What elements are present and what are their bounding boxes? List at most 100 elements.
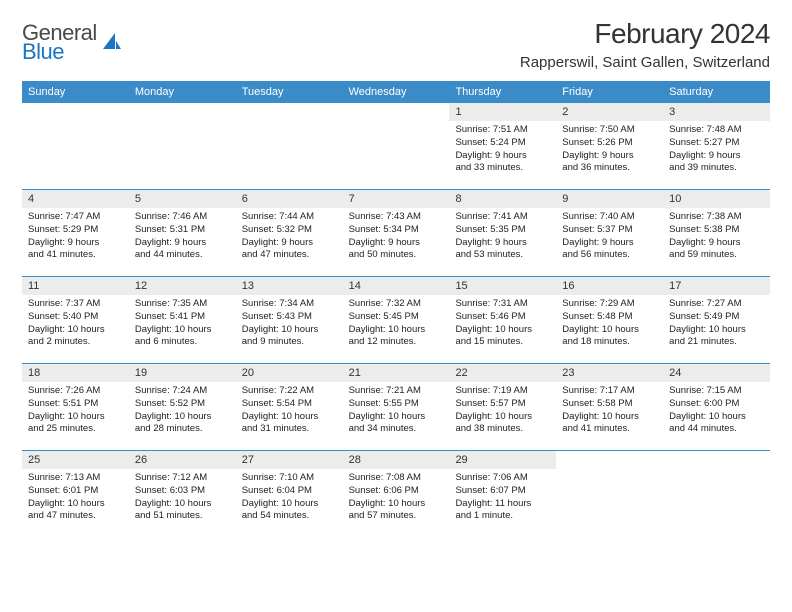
day-cell: 18Sunrise: 7:26 AMSunset: 5:51 PMDayligh…: [22, 364, 129, 450]
sunrise-line: Sunrise: 7:31 AM: [455, 298, 550, 311]
day-content: Sunrise: 7:37 AMSunset: 5:40 PMDaylight:…: [22, 295, 129, 355]
weekday-thursday: Thursday: [449, 81, 556, 103]
sunset-line: Sunset: 6:04 PM: [242, 485, 337, 498]
daylight-line2: and 15 minutes.: [455, 336, 550, 349]
day-cell: 15Sunrise: 7:31 AMSunset: 5:46 PMDayligh…: [449, 277, 556, 363]
day-content: Sunrise: 7:29 AMSunset: 5:48 PMDaylight:…: [556, 295, 663, 355]
sunset-line: Sunset: 5:43 PM: [242, 311, 337, 324]
sunrise-line: Sunrise: 7:47 AM: [28, 211, 123, 224]
daylight-line2: and 56 minutes.: [562, 249, 657, 262]
day-content: Sunrise: 7:40 AMSunset: 5:37 PMDaylight:…: [556, 208, 663, 268]
sunset-line: Sunset: 5:31 PM: [135, 224, 230, 237]
day-content: Sunrise: 7:13 AMSunset: 6:01 PMDaylight:…: [22, 469, 129, 529]
daylight-line1: Daylight: 10 hours: [28, 498, 123, 511]
day-content: Sunrise: 7:06 AMSunset: 6:07 PMDaylight:…: [449, 469, 556, 529]
sunset-line: Sunset: 5:38 PM: [669, 224, 764, 237]
sunset-line: Sunset: 5:35 PM: [455, 224, 550, 237]
day-content: Sunrise: 7:43 AMSunset: 5:34 PMDaylight:…: [343, 208, 450, 268]
day-number: 13: [236, 277, 343, 295]
day-content: Sunrise: 7:38 AMSunset: 5:38 PMDaylight:…: [663, 208, 770, 268]
sunset-line: Sunset: 6:00 PM: [669, 398, 764, 411]
day-cell: 10Sunrise: 7:38 AMSunset: 5:38 PMDayligh…: [663, 190, 770, 276]
week-row: 1 Sunrise: 7:51 AMSunset: 5:24 PM Daylight…: [22, 103, 770, 189]
day-content: Sunrise: 7:35 AMSunset: 5:41 PMDaylight:…: [129, 295, 236, 355]
day-empty: [663, 451, 770, 537]
sunset-line: Sunset: 5:24 PM: [455, 137, 550, 150]
daylight-line2: and 25 minutes.: [28, 423, 123, 436]
day-cell: 26Sunrise: 7:12 AMSunset: 6:03 PMDayligh…: [129, 451, 236, 537]
day-empty: [556, 451, 663, 537]
daylight-line2: and 47 minutes.: [28, 510, 123, 523]
daylight-line1: Daylight: 9 hours: [562, 150, 657, 163]
daylight-line1: Daylight: 10 hours: [455, 411, 550, 424]
day-number: 25: [22, 451, 129, 469]
daylight-line2: and 36 minutes.: [562, 162, 657, 175]
daylight-line2: and 6 minutes.: [135, 336, 230, 349]
day-empty: [22, 103, 129, 189]
day-number: 14: [343, 277, 450, 295]
daylight-line1: Daylight: 11 hours: [455, 498, 550, 511]
month-title: February 2024: [520, 18, 770, 50]
daylight-line1: Daylight: 10 hours: [455, 324, 550, 337]
sunset-line: Sunset: 5:27 PM: [669, 137, 764, 150]
sunrise-line: Sunrise: 7:51 AM: [455, 124, 550, 137]
day-content: Sunrise: 7:47 AMSunset: 5:29 PMDaylight:…: [22, 208, 129, 268]
daylight-line2: and 34 minutes.: [349, 423, 444, 436]
daylight-line1: Daylight: 9 hours: [28, 237, 123, 250]
title-block: February 2024 Rapperswil, Saint Gallen, …: [520, 18, 770, 71]
sunset-line: Sunset: 5:54 PM: [242, 398, 337, 411]
day-cell: 9Sunrise: 7:40 AMSunset: 5:37 PMDaylight…: [556, 190, 663, 276]
daylight-line1: Daylight: 9 hours: [242, 237, 337, 250]
daylight-line1: Daylight: 10 hours: [135, 411, 230, 424]
daylight-line1: Daylight: 10 hours: [349, 411, 444, 424]
daylight-line1: Daylight: 9 hours: [562, 237, 657, 250]
daylight-line1: Daylight: 10 hours: [242, 411, 337, 424]
day-content: Sunrise: 7:46 AMSunset: 5:31 PMDaylight:…: [129, 208, 236, 268]
daylight-line1: Daylight: 10 hours: [669, 411, 764, 424]
sunrise-line: Sunrise: 7:27 AM: [669, 298, 764, 311]
daylight-line2: and 2 minutes.: [28, 336, 123, 349]
day-cell: 27Sunrise: 7:10 AMSunset: 6:04 PMDayligh…: [236, 451, 343, 537]
daylight-line2: and 44 minutes.: [135, 249, 230, 262]
location: Rapperswil, Saint Gallen, Switzerland: [520, 54, 770, 71]
sunrise-line: Sunrise: 7:35 AM: [135, 298, 230, 311]
day-cell: 24Sunrise: 7:15 AMSunset: 6:00 PMDayligh…: [663, 364, 770, 450]
day-number: 19: [129, 364, 236, 382]
day-number: 11: [22, 277, 129, 295]
sunrise-line: Sunrise: 7:29 AM: [562, 298, 657, 311]
sunset-line: Sunset: 5:46 PM: [455, 311, 550, 324]
day-number: 29: [449, 451, 556, 469]
daylight-line1: Daylight: 10 hours: [135, 324, 230, 337]
day-content: Sunrise: 7:21 AMSunset: 5:55 PMDaylight:…: [343, 382, 450, 442]
daylight-line2: and 57 minutes.: [349, 510, 444, 523]
day-number: 12: [129, 277, 236, 295]
day-content: Sunrise: 7:10 AMSunset: 6:04 PMDaylight:…: [236, 469, 343, 529]
weekday-monday: Monday: [129, 81, 236, 103]
daylight-line2: and 9 minutes.: [242, 336, 337, 349]
day-number: 17: [663, 277, 770, 295]
day-cell: 22Sunrise: 7:19 AMSunset: 5:57 PMDayligh…: [449, 364, 556, 450]
sunrise-line: Sunrise: 7:40 AM: [562, 211, 657, 224]
daylight-line1: Daylight: 10 hours: [28, 324, 123, 337]
sunset-line: Sunset: 5:52 PM: [135, 398, 230, 411]
day-cell: 12Sunrise: 7:35 AMSunset: 5:41 PMDayligh…: [129, 277, 236, 363]
daylight-line2: and 59 minutes.: [669, 249, 764, 262]
sunrise-line: Sunrise: 7:24 AM: [135, 385, 230, 398]
day-number: 18: [22, 364, 129, 382]
day-cell: 1Sunrise: 7:51 AMSunset: 5:24 PMDaylight…: [449, 103, 556, 189]
day-number: 1: [449, 103, 556, 121]
day-empty: [129, 103, 236, 189]
day-content: Sunrise: 7:48 AMSunset: 5:27 PMDaylight:…: [663, 121, 770, 181]
sunset-line: Sunset: 5:48 PM: [562, 311, 657, 324]
day-empty: [343, 103, 450, 189]
daylight-line2: and 38 minutes.: [455, 423, 550, 436]
daylight-line2: and 47 minutes.: [242, 249, 337, 262]
day-cell: 6Sunrise: 7:44 AMSunset: 5:32 PMDaylight…: [236, 190, 343, 276]
day-content: Sunrise: 7:22 AMSunset: 5:54 PMDaylight:…: [236, 382, 343, 442]
day-cell: 25Sunrise: 7:13 AMSunset: 6:01 PMDayligh…: [22, 451, 129, 537]
day-number: 2: [556, 103, 663, 121]
sunrise-line: Sunrise: 7:06 AM: [455, 472, 550, 485]
day-number: 16: [556, 277, 663, 295]
sunrise-line: Sunrise: 7:10 AM: [242, 472, 337, 485]
day-cell: 17Sunrise: 7:27 AMSunset: 5:49 PMDayligh…: [663, 277, 770, 363]
